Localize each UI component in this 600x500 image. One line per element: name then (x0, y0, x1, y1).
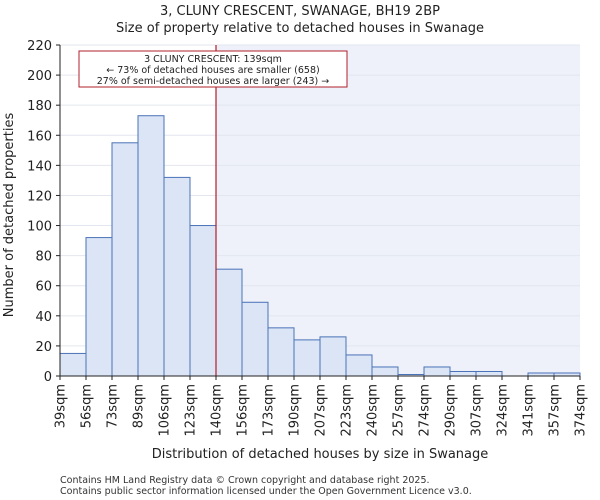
y-tick-label: 160 (27, 129, 52, 144)
x-tick-label: 223sqm (340, 384, 355, 437)
bar (215, 268, 243, 377)
x-tick-label: 274sqm (418, 384, 433, 437)
x-tick-label: 173sqm (262, 384, 277, 437)
highlight-region (216, 45, 580, 376)
x-tick-label: 39sqm (54, 384, 69, 428)
x-tick-label: 240sqm (366, 384, 381, 437)
y-axis-label: Number of detached properties (2, 113, 17, 318)
y-tick-label: 80 (35, 250, 52, 265)
x-tick-label: 290sqm (444, 384, 459, 437)
x-tick-label: 140sqm (210, 384, 225, 437)
bar (59, 352, 87, 377)
x-tick-label: 89sqm (132, 384, 147, 428)
bar (163, 176, 191, 377)
y-tick-label: 40 (35, 310, 52, 325)
x-tick-label: 357sqm (548, 384, 563, 437)
chart-subtitle: Size of property relative to detached ho… (116, 21, 484, 36)
x-tick-label: 324sqm (496, 384, 511, 437)
bar (137, 115, 165, 377)
bar (189, 225, 217, 377)
annotation-line-2: ← 73% of detached houses are smaller (65… (106, 65, 319, 76)
footer-line-1: Contains HM Land Registry data © Crown c… (60, 475, 430, 486)
footer-line-2: Contains public sector information licen… (60, 486, 472, 497)
x-tick-label: 123sqm (184, 384, 199, 437)
x-tick-label: 374sqm (574, 384, 589, 437)
y-tick-label: 120 (27, 189, 52, 204)
bar (345, 354, 373, 377)
chart-title: 3, CLUNY CRESCENT, SWANAGE, BH19 2BP (160, 4, 440, 19)
bar (241, 301, 269, 377)
x-tick-label: 56sqm (80, 384, 95, 428)
y-tick-label: 140 (27, 159, 52, 174)
x-tick-label: 257sqm (392, 384, 407, 437)
y-tick-label: 100 (27, 220, 52, 235)
bar (111, 142, 139, 377)
y-tick-label: 0 (44, 370, 52, 385)
annotation-line-3: 27% of semi-detached houses are larger (… (97, 76, 330, 87)
x-tick-label: 106sqm (158, 384, 173, 437)
y-tick-label: 20 (35, 340, 52, 355)
x-tick-label: 73sqm (106, 384, 121, 428)
x-tick-label: 341sqm (522, 384, 537, 437)
bar (449, 370, 477, 377)
bar (319, 336, 347, 377)
x-tick-label: 307sqm (470, 384, 485, 437)
y-tick-label: 200 (27, 69, 52, 84)
plot-area: 0 20 40 60 80 100 120 140 160 180 200 220 39sqm 56sqm… (27, 39, 588, 437)
x-tick-label: 207sqm (314, 384, 329, 437)
bar (85, 237, 113, 377)
bar (475, 370, 503, 377)
bar (267, 327, 295, 377)
x-tick-label: 156sqm (236, 384, 251, 437)
y-tick-label: 180 (27, 99, 52, 114)
annotation-box (78, 50, 348, 88)
annotation-line-1: 3 CLUNY CRESCENT: 139sqm (144, 54, 282, 65)
bar (371, 366, 399, 377)
y-tick-label: 220 (27, 39, 52, 54)
x-axis-label: Distribution of detached houses by size … (152, 447, 489, 462)
y-tick-label: 60 (35, 280, 52, 295)
bar (293, 339, 321, 377)
bar (423, 366, 451, 377)
x-tick-label: 190sqm (288, 384, 303, 437)
